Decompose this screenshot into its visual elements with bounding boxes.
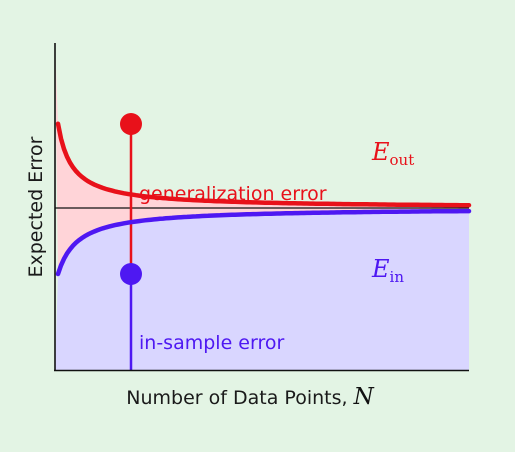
e-out-subscript: out (390, 151, 415, 169)
y-axis-label: Expected Error (25, 136, 47, 277)
in-sample-error-label: in-sample error (139, 332, 284, 354)
out-of-sample-point (120, 113, 142, 135)
x-axis-label-text: Number of Data Points, (126, 387, 353, 409)
e-out-symbol: E (371, 138, 390, 166)
in-sample-point (120, 263, 142, 285)
e-in-subscript: in (390, 268, 405, 286)
e-in-symbol: E (371, 255, 390, 283)
x-axis-label: Number of Data Points, N (126, 384, 374, 410)
e-out-label: Eout (371, 138, 414, 169)
x-axis-label-symbol: N (353, 384, 375, 410)
generalization-error-label: generalization error (139, 183, 327, 205)
